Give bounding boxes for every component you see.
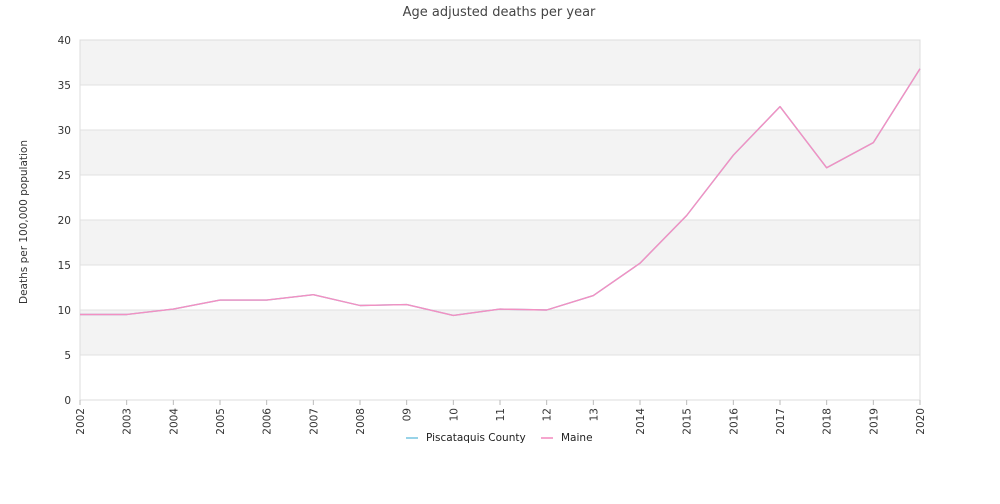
x-tick-label: 2008 [355, 408, 367, 435]
background-band [80, 265, 920, 310]
background-band [80, 175, 920, 220]
y-tick-label: 5 [64, 350, 71, 362]
y-tick-label: 15 [58, 260, 71, 272]
background-band [80, 220, 920, 265]
y-tick-label: 25 [58, 170, 71, 182]
x-tick-label: 13 [588, 408, 600, 421]
y-axis-label: Deaths per 100,000 population [18, 140, 30, 304]
x-axis-ticks: 2002 2003 2004 2005 2006 2007 2008 09 10 11 12 13 20… [75, 400, 927, 435]
y-tick-label: 20 [58, 215, 71, 227]
chart-title: Age adjusted deaths per year [403, 5, 596, 20]
x-tick-label: 11 [495, 408, 507, 421]
y-tick-label: 30 [58, 125, 71, 137]
x-tick-label: 2018 [822, 408, 834, 435]
x-tick-label: 2002 [75, 408, 87, 435]
y-tick-label: 0 [64, 395, 71, 407]
background-band [80, 85, 920, 130]
x-tick-label: 2003 [122, 408, 134, 435]
x-tick-label: 09 [402, 408, 414, 421]
legend-item: Piscataquis County [406, 432, 526, 444]
series-lines [80, 68, 921, 317]
x-tick-label: 2014 [635, 408, 647, 435]
x-tick-label: 10 [448, 408, 460, 421]
legend-label: Piscataquis County [426, 432, 526, 444]
x-tick-label: 2017 [775, 408, 787, 435]
series-line-maine [80, 68, 921, 317]
x-tick-label: 2007 [308, 408, 320, 435]
legend-item: Maine [541, 432, 593, 444]
legend-label: Maine [561, 432, 593, 444]
x-tick-label: 2004 [168, 408, 180, 435]
background-band [80, 310, 920, 355]
y-tick-label: 35 [58, 80, 71, 92]
background-band [80, 355, 920, 400]
plot-background-bands [80, 40, 920, 400]
x-tick-label: 2020 [915, 408, 927, 435]
x-tick-label: 2019 [868, 408, 880, 435]
background-band [80, 130, 920, 175]
legend: Piscataquis County Maine [406, 432, 593, 444]
x-tick-label: 2016 [728, 408, 740, 435]
x-tick-label: 2005 [215, 408, 227, 435]
x-tick-label: 2015 [682, 408, 694, 435]
y-tick-label: 40 [58, 35, 71, 47]
x-tick-label: 12 [542, 408, 554, 421]
y-axis-ticks: 0 5 10 15 20 25 30 35 40 [58, 35, 71, 407]
background-band [80, 40, 920, 85]
y-tick-label: 10 [58, 305, 71, 317]
x-tick-label: 2006 [262, 408, 274, 435]
